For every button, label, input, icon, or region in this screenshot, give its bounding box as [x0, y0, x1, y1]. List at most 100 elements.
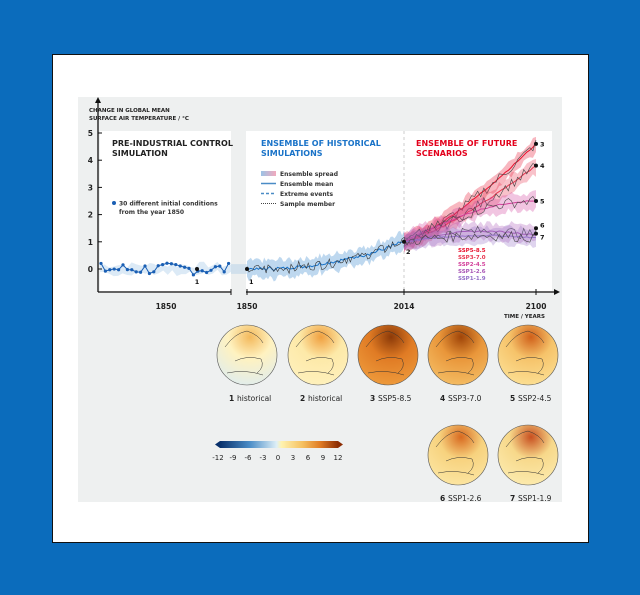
initial-condition-dot — [227, 261, 231, 266]
control-link-band — [231, 264, 247, 274]
x-tick-2100: 2100 — [526, 302, 547, 311]
initial-condition-dot — [121, 263, 125, 267]
control-marker — [195, 267, 199, 271]
map-globe-5 — [497, 324, 559, 386]
map-number: 2 — [300, 394, 305, 403]
map-label: SSP1-1.9 — [518, 494, 552, 503]
map-globe-6 — [427, 424, 489, 486]
colorbar-tick: 0 — [276, 454, 280, 462]
initial-condition-dot — [134, 270, 138, 274]
scenario-mean-6 — [403, 230, 537, 243]
scenario-label: SSP3-7.0 — [458, 255, 486, 261]
scenario-endpoint — [534, 163, 538, 168]
marker-1-label: 1 — [249, 278, 254, 286]
marker-2-label: 2 — [406, 248, 411, 256]
globe-disc — [287, 324, 349, 386]
initial-condition-dot — [218, 264, 222, 268]
y-axis-label-1: CHANGE IN GLOBAL MEAN — [89, 108, 170, 114]
control-note-2: from the year 1850 — [119, 209, 184, 216]
future-title-2: SCENARIOS — [416, 149, 468, 158]
colorbar-tick: -9 — [230, 454, 237, 462]
initial-condition-dot — [99, 261, 103, 266]
initial-condition-dot — [143, 264, 147, 268]
map-label: SSP3-7.0 — [448, 394, 482, 403]
x-tick-1850: 1850 — [237, 302, 258, 311]
initial-condition-dot — [117, 268, 121, 272]
initial-condition-dot — [209, 268, 213, 272]
scenario-mean-5 — [403, 200, 537, 243]
scenario-marker-label: 3 — [540, 140, 545, 148]
initial-condition-dot — [183, 265, 187, 269]
y-axis-arrow — [95, 97, 101, 103]
scenario-label: SSP2-4.5 — [458, 262, 486, 268]
y-tick-label: 4 — [88, 156, 93, 165]
coastline — [435, 330, 475, 376]
initial-condition-dot — [187, 266, 191, 270]
initial-condition-dot — [213, 265, 217, 269]
control-title-1: PRE-INDUSTRIAL CONTROL — [112, 139, 233, 148]
initial-condition-dot — [130, 268, 134, 272]
globe-disc — [497, 324, 559, 386]
globe-disc — [427, 424, 489, 486]
scenario-marker-label: 5 — [540, 198, 545, 206]
scenario-mean-7 — [403, 234, 537, 243]
control-note-1: 30 different initial conditions — [119, 201, 218, 208]
colorbar-left-arrow — [215, 441, 220, 448]
historical-sample — [246, 237, 405, 275]
scenario-endpoint — [534, 141, 538, 146]
scenario-sample-3 — [403, 139, 537, 247]
initial-condition-dot — [205, 270, 209, 275]
scenario-endpoint — [534, 199, 538, 203]
initial-condition-dot — [174, 262, 178, 267]
map-globe-2 — [287, 324, 349, 386]
map-globe-1 — [216, 324, 278, 386]
scenario-label: SSP1-2.6 — [458, 269, 486, 275]
initial-condition-dot — [165, 261, 169, 265]
initial-condition-dot — [200, 269, 204, 273]
legend-spread: Ensemble spread — [280, 171, 338, 178]
colorbar-tick: 3 — [291, 454, 295, 462]
colorbar-tick: 12 — [334, 454, 343, 462]
initial-condition-dot-icon — [112, 201, 116, 205]
historical-title-1: ENSEMBLE OF HISTORICAL — [261, 139, 381, 148]
legend-extreme: Extreme events — [280, 191, 333, 198]
initial-condition-dot — [125, 268, 129, 272]
initial-condition-dot — [112, 267, 116, 271]
scenario-label: SSP5-8.5 — [458, 248, 486, 254]
control-title-2: SIMULATION — [112, 149, 168, 158]
scenario-spread-4 — [404, 158, 536, 251]
x-axis-arrow — [554, 289, 560, 295]
map-number: 1 — [229, 394, 234, 403]
colorbar-tick: -12 — [212, 454, 223, 462]
x-tick-2014: 2014 — [394, 302, 415, 311]
y-tick-label: 3 — [88, 183, 93, 192]
map-label: SSP5-8.5 — [378, 394, 412, 403]
marker-2014 — [402, 239, 406, 244]
future-title-1: ENSEMBLE OF FUTURE — [416, 139, 517, 148]
coastline — [505, 330, 545, 376]
coastline — [435, 430, 475, 476]
initial-condition-dot — [103, 269, 107, 273]
map-label: SSP1-2.6 — [448, 494, 482, 503]
legend-sample: Sample member — [280, 201, 335, 208]
x-axis-label: TIME / YEARS — [504, 314, 545, 320]
initial-condition-dot — [169, 262, 173, 266]
map-globe-7 — [497, 424, 559, 486]
scenario-panel-bg — [246, 131, 552, 291]
globe-disc — [497, 424, 559, 486]
scenario-mean-4 — [403, 165, 537, 242]
control-x-label: 1850 — [156, 302, 177, 311]
y-tick-label: 5 — [88, 129, 93, 138]
initial-condition-dot — [139, 270, 143, 274]
scenario-endpoint — [534, 231, 538, 236]
initial-condition-dot — [147, 271, 151, 276]
legend-spread-swatch — [261, 171, 276, 176]
colorbar-tick: -3 — [260, 454, 267, 462]
initial-condition-dot — [152, 270, 156, 274]
scenario-sample-5 — [403, 195, 537, 240]
map-label: SSP2-4.5 — [518, 394, 552, 403]
colorbar-tick: 6 — [306, 454, 311, 462]
initial-condition-dot — [156, 264, 160, 268]
coastline — [505, 430, 545, 476]
y-axis-label-2: SURFACE AIR TEMPERATURE / °C — [89, 116, 189, 122]
